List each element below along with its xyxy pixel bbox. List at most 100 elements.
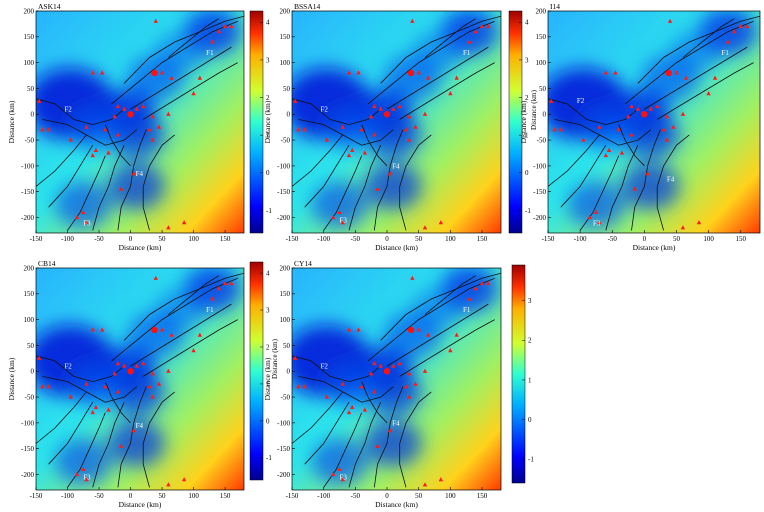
station-marker xyxy=(406,394,412,399)
station-marker xyxy=(349,147,355,152)
heatmap-low xyxy=(670,31,722,73)
station-marker xyxy=(391,106,396,111)
station-marker xyxy=(375,443,380,448)
colorbar-tick-label: 0 xyxy=(266,417,270,425)
colorbar-tick-label: 3 xyxy=(525,56,529,64)
fault-label: F4 xyxy=(136,422,144,430)
fault-line xyxy=(298,376,394,403)
station-marker xyxy=(467,39,472,44)
station-marker xyxy=(425,332,431,337)
x-tick-label: 100 xyxy=(188,235,199,243)
station-marker xyxy=(153,275,158,280)
y-axis-label: Distance (km) xyxy=(263,357,272,400)
fault-line xyxy=(104,124,131,167)
heatmap-low xyxy=(326,109,378,151)
x-tick-label: -50 xyxy=(94,492,104,500)
fault-label: F1 xyxy=(206,306,214,314)
fault-line xyxy=(292,134,344,187)
fault-line xyxy=(399,319,495,377)
station-marker xyxy=(406,137,412,142)
station-marker xyxy=(613,70,618,75)
colorbar-tick-label: 3 xyxy=(266,306,270,314)
y-tick-label: -100 xyxy=(533,162,546,170)
fault-line xyxy=(554,119,652,146)
y-tick-label: -50 xyxy=(25,136,35,144)
station-marker xyxy=(197,75,203,80)
station-marker xyxy=(302,127,307,132)
fault-line xyxy=(36,134,87,187)
colorbar-tick-label: -1 xyxy=(528,456,534,464)
fault-line xyxy=(48,401,94,465)
fault-line xyxy=(117,129,147,231)
fault-lines xyxy=(292,272,501,488)
station-marker xyxy=(356,327,361,332)
station-marker xyxy=(118,443,124,448)
fault-line xyxy=(399,134,432,231)
station-marker xyxy=(387,171,393,176)
station-marker xyxy=(118,186,124,191)
station-marker xyxy=(397,360,402,366)
station-marker xyxy=(486,23,491,29)
heatmap-low xyxy=(364,420,422,467)
station-marker xyxy=(403,384,409,389)
station-marker xyxy=(337,466,342,471)
x-tick-label: 100 xyxy=(188,492,199,500)
station-marker xyxy=(372,360,377,366)
station-marker xyxy=(115,103,121,109)
heatmap-low xyxy=(155,31,207,73)
station-marker xyxy=(93,147,99,152)
y-axis-label: Distance (km) xyxy=(263,100,272,143)
x-axis-label: Distance (km) xyxy=(119,243,162,252)
y-tick-label: -50 xyxy=(537,136,547,144)
station-marker xyxy=(90,327,95,332)
station-marker xyxy=(131,428,136,433)
station-marker xyxy=(340,220,345,225)
fault-line xyxy=(48,144,94,208)
epicenter-marker xyxy=(665,69,672,77)
colorbar-tick-label: 0 xyxy=(266,169,270,177)
y-tick-label: 0 xyxy=(31,368,35,376)
colorbar-tick-label: 1 xyxy=(525,132,529,140)
station-marker xyxy=(632,186,637,191)
station-marker xyxy=(378,106,383,111)
station-marker xyxy=(346,152,352,158)
x-tick-label: 100 xyxy=(445,492,456,500)
panel-title: BSSA14 xyxy=(294,2,321,11)
station-marker xyxy=(68,137,73,142)
colorbar-tick-label: 0 xyxy=(525,169,529,177)
x-tick-label: -150 xyxy=(286,235,299,243)
station-marker xyxy=(438,477,444,482)
x-tick-label: -100 xyxy=(574,235,587,243)
station-marker xyxy=(84,381,89,386)
station-marker xyxy=(422,482,428,487)
station-marker xyxy=(147,127,152,132)
station-marker xyxy=(150,394,155,399)
fault-line xyxy=(304,144,350,208)
station-marker xyxy=(362,150,368,155)
fault-line xyxy=(348,402,382,488)
station-marker xyxy=(448,348,453,353)
station-marker xyxy=(362,407,368,412)
x-tick-label: 50 xyxy=(415,492,423,500)
fault-line xyxy=(631,129,661,231)
station-marker xyxy=(473,286,478,291)
station-marker xyxy=(40,384,45,389)
station-marker xyxy=(191,348,196,353)
station-marker xyxy=(169,332,174,337)
x-tick-label: 150 xyxy=(477,492,488,500)
y-tick-label: -100 xyxy=(21,162,34,170)
x-tick-label: -50 xyxy=(608,235,618,243)
x-tick-label: 0 xyxy=(129,235,133,243)
station-marker xyxy=(324,394,330,399)
station-marker xyxy=(359,127,364,132)
x-tick-label: -150 xyxy=(286,492,299,500)
fault-line xyxy=(168,18,220,58)
station-marker xyxy=(134,363,140,368)
station-marker xyxy=(581,137,586,142)
station-marker xyxy=(454,75,459,80)
station-marker xyxy=(99,327,105,332)
station-marker xyxy=(725,39,731,44)
station-marker xyxy=(340,381,345,386)
